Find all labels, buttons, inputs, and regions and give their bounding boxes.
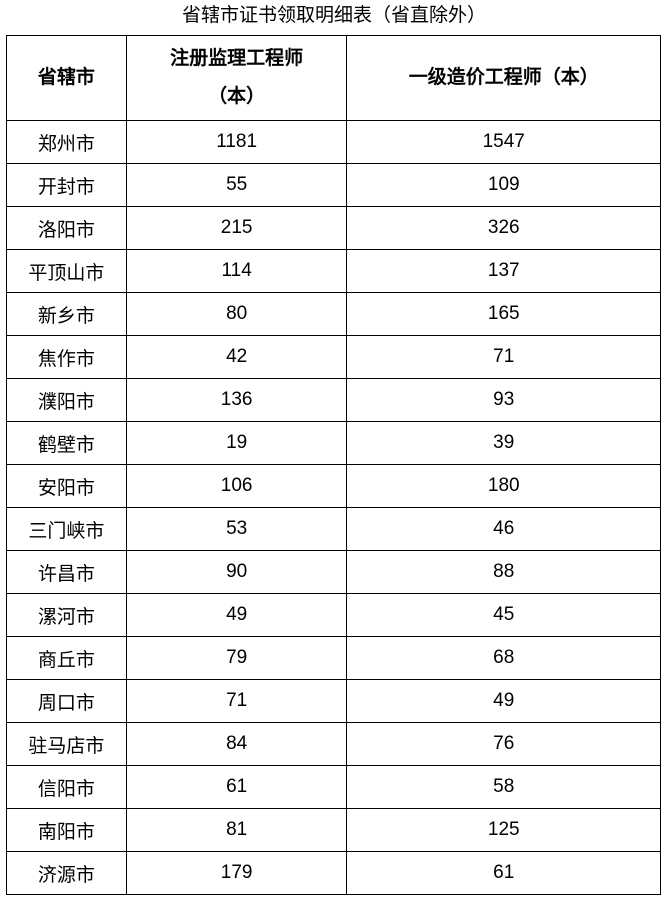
- supervision-count-cell: 1181: [125, 120, 348, 164]
- table-row: 三门峡市 53 46: [6, 507, 661, 551]
- supervision-count-cell: 179: [125, 851, 348, 895]
- certificate-table: 省辖市 注册监理工程师 （本） 一级造价工程师（本） 郑州市 1181 1547 开封…: [6, 35, 661, 895]
- cost-count-cell: 125: [346, 808, 661, 852]
- header-city: 省辖市: [6, 35, 127, 121]
- table-row: 信阳市 61 58: [6, 765, 661, 809]
- supervision-count-cell: 71: [125, 679, 348, 723]
- cost-count-cell: 61: [346, 851, 661, 895]
- supervision-count-cell: 114: [125, 249, 348, 293]
- supervision-count-cell: 49: [125, 593, 348, 637]
- table-row: 驻马店市 84 76: [6, 722, 661, 766]
- cost-count-cell: 39: [346, 421, 661, 465]
- city-cell: 驻马店市: [6, 722, 127, 766]
- cost-count-cell: 93: [346, 378, 661, 422]
- table-row: 洛阳市 215 326: [6, 206, 661, 250]
- supervision-count-cell: 215: [125, 206, 348, 250]
- supervision-count-cell: 55: [125, 163, 348, 207]
- table-row: 商丘市 79 68: [6, 636, 661, 680]
- city-cell: 新乡市: [6, 292, 127, 336]
- supervision-count-cell: 81: [125, 808, 348, 852]
- table-row: 焦作市 42 71: [6, 335, 661, 379]
- cost-count-cell: 71: [346, 335, 661, 379]
- city-cell: 信阳市: [6, 765, 127, 809]
- supervision-count-cell: 42: [125, 335, 348, 379]
- city-cell: 安阳市: [6, 464, 127, 508]
- header-supervision-engineer: 注册监理工程师 （本）: [125, 35, 348, 121]
- table-row: 安阳市 106 180: [6, 464, 661, 508]
- table-row: 开封市 55 109: [6, 163, 661, 207]
- supervision-count-cell: 90: [125, 550, 348, 594]
- document-title: 省辖市证书领取明细表（省直除外）: [181, 5, 486, 26]
- city-cell: 郑州市: [6, 120, 127, 164]
- cost-count-cell: 68: [346, 636, 661, 680]
- supervision-count-cell: 106: [125, 464, 348, 508]
- cost-count-cell: 326: [346, 206, 661, 250]
- city-cell: 濮阳市: [6, 378, 127, 422]
- table-row: 南阳市 81 125: [6, 808, 661, 852]
- city-cell: 开封市: [6, 163, 127, 207]
- city-cell: 许昌市: [6, 550, 127, 594]
- supervision-count-cell: 80: [125, 292, 348, 336]
- table-row: 济源市 179 61: [6, 851, 661, 895]
- supervision-count-cell: 79: [125, 636, 348, 680]
- table-row: 鹤壁市 19 39: [6, 421, 661, 465]
- table-row: 平顶山市 114 137: [6, 249, 661, 293]
- city-cell: 洛阳市: [6, 206, 127, 250]
- city-cell: 三门峡市: [6, 507, 127, 551]
- cost-count-cell: 137: [346, 249, 661, 293]
- cost-count-cell: 88: [346, 550, 661, 594]
- table-row: 濮阳市 136 93: [6, 378, 661, 422]
- cost-count-cell: 109: [346, 163, 661, 207]
- table-row: 新乡市 80 165: [6, 292, 661, 336]
- supervision-count-cell: 84: [125, 722, 348, 766]
- supervision-count-cell: 136: [125, 378, 348, 422]
- cost-count-cell: 45: [346, 593, 661, 637]
- cost-count-cell: 165: [346, 292, 661, 336]
- table-row: 郑州市 1181 1547: [6, 120, 661, 164]
- cost-count-cell: 49: [346, 679, 661, 723]
- city-cell: 周口市: [6, 679, 127, 723]
- city-cell: 漯河市: [6, 593, 127, 637]
- cost-count-cell: 46: [346, 507, 661, 551]
- city-cell: 南阳市: [6, 808, 127, 852]
- city-cell: 商丘市: [6, 636, 127, 680]
- supervision-count-cell: 19: [125, 421, 348, 465]
- supervision-count-cell: 61: [125, 765, 348, 809]
- cost-count-cell: 180: [346, 464, 661, 508]
- cost-count-cell: 76: [346, 722, 661, 766]
- city-cell: 鹤壁市: [6, 421, 127, 465]
- table-row: 漯河市 49 45: [6, 593, 661, 637]
- cost-count-cell: 58: [346, 765, 661, 809]
- city-cell: 焦作市: [6, 335, 127, 379]
- header-cost-engineer: 一级造价工程师（本）: [346, 35, 661, 121]
- table-row: 周口市 71 49: [6, 679, 661, 723]
- city-cell: 平顶山市: [6, 249, 127, 293]
- city-cell: 济源市: [6, 851, 127, 895]
- header-supervision-unit: （本）: [208, 86, 266, 107]
- table-row: 许昌市 90 88: [6, 550, 661, 594]
- supervision-count-cell: 53: [125, 507, 348, 551]
- header-row: 省辖市 注册监理工程师 （本） 一级造价工程师（本）: [6, 35, 661, 121]
- cost-count-cell: 1547: [346, 120, 661, 164]
- header-supervision-label: 注册监理工程师: [170, 48, 304, 69]
